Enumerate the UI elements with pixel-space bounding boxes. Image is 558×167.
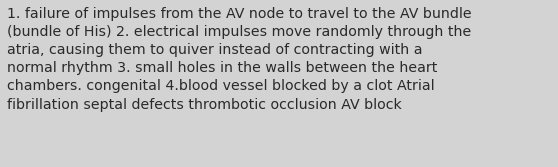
Text: 1. failure of impulses from the AV node to travel to the AV bundle
(bundle of Hi: 1. failure of impulses from the AV node … [7, 7, 472, 112]
